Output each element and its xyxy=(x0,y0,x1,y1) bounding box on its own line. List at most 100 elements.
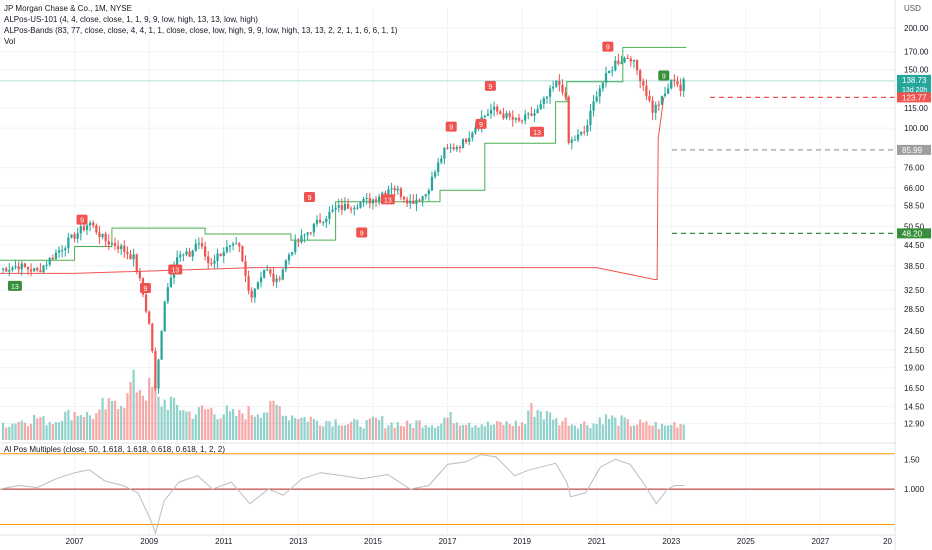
candle-body xyxy=(303,234,306,236)
volume-bar xyxy=(555,418,558,440)
volume-bar xyxy=(129,382,132,440)
volume-bar xyxy=(79,415,82,440)
y-tick-label: 28.50 xyxy=(904,305,925,314)
candle-body xyxy=(340,205,343,210)
x-tick-label: 2009 xyxy=(140,537,158,546)
candle-body xyxy=(412,200,415,204)
signal-badge-label: 13 xyxy=(384,197,392,204)
candle-body xyxy=(98,232,101,238)
candle-body xyxy=(200,243,204,247)
volume-bar xyxy=(374,417,378,440)
candle-body xyxy=(461,139,465,149)
volume-bar xyxy=(673,422,676,440)
volume-bar xyxy=(427,427,430,440)
volume-bar xyxy=(113,400,117,440)
volume-bar xyxy=(278,406,281,440)
candle-body xyxy=(570,139,573,143)
candle-body xyxy=(536,109,539,114)
volume-bar xyxy=(489,424,493,440)
signal-badges: 9 13 9 13 9 9 13 9 9 9 13 9 9 xyxy=(7,41,670,293)
volume-bar xyxy=(39,417,42,440)
candle-body xyxy=(297,241,300,243)
candle-body xyxy=(483,115,486,117)
volume-bar xyxy=(483,426,486,440)
candle-body xyxy=(378,196,381,202)
volume-bar xyxy=(284,415,288,440)
volume-bar xyxy=(465,424,468,440)
candle-body xyxy=(654,104,657,113)
volume-bar xyxy=(595,424,598,440)
volume-bar xyxy=(657,428,660,440)
candle-body xyxy=(651,100,654,113)
candle-body xyxy=(393,188,396,191)
candle-body xyxy=(64,248,67,251)
volume-bar xyxy=(182,410,185,440)
candle-body xyxy=(583,131,586,133)
candle-body xyxy=(511,116,514,120)
volume-bar xyxy=(371,416,375,440)
candle-body xyxy=(346,203,350,209)
candle-body xyxy=(561,84,564,93)
y-tick-label: 200.00 xyxy=(904,24,929,33)
volume-bar xyxy=(583,421,586,440)
candle-body xyxy=(275,278,278,283)
candle-body xyxy=(95,225,98,233)
volume-bar xyxy=(496,420,499,440)
candle-body xyxy=(51,257,54,260)
sub-y-tick-label: 1.50 xyxy=(904,455,920,464)
candle-body xyxy=(331,209,334,212)
y-tick-label: 24.50 xyxy=(904,327,925,336)
volume-bar xyxy=(266,412,269,440)
volume-bar xyxy=(443,417,446,440)
volume-bar xyxy=(626,419,629,440)
volume-bar xyxy=(8,426,11,440)
candle-body xyxy=(468,137,471,142)
candle-body xyxy=(555,80,558,87)
volume-bar xyxy=(527,410,530,440)
candle-body xyxy=(241,246,244,262)
candle-body xyxy=(440,158,443,163)
volume-bar xyxy=(437,425,440,440)
candle-body xyxy=(45,264,48,266)
candle-body xyxy=(337,205,340,208)
candle-body xyxy=(595,96,598,102)
volume-bar xyxy=(331,426,334,440)
volume-bar xyxy=(51,423,54,440)
volume-bar xyxy=(120,405,123,440)
candle-body xyxy=(247,276,250,291)
volume-bar xyxy=(564,417,567,440)
volume-bar xyxy=(250,415,253,440)
x-tick-label: 2021 xyxy=(588,537,606,546)
sub-line xyxy=(0,454,685,535)
volume-bar xyxy=(157,396,160,440)
signal-badge xyxy=(356,227,368,238)
candle-body xyxy=(120,245,123,249)
x-tick-label: 2013 xyxy=(289,537,307,546)
candle-body xyxy=(26,266,30,270)
volume-bar xyxy=(26,426,30,440)
volume-bar xyxy=(315,420,319,440)
currency-label: USD xyxy=(904,4,921,13)
x-tick-label: 2007 xyxy=(66,537,84,546)
candle-body xyxy=(250,290,253,298)
candle-body xyxy=(508,113,511,117)
volume-bar xyxy=(163,399,166,440)
chart-legend: JP Morgan Chase & Co., 1M, NYSE ALPos-US… xyxy=(4,3,398,47)
candle-body xyxy=(163,301,166,332)
volume-bar xyxy=(651,425,654,440)
candle-body xyxy=(604,73,608,83)
candle-body xyxy=(318,219,322,223)
candle-body xyxy=(79,226,82,234)
volume-bar xyxy=(216,419,219,440)
volume-bar xyxy=(353,418,356,440)
candle-body xyxy=(589,110,592,126)
volume-bar xyxy=(648,425,651,440)
volume-bar xyxy=(1,422,5,440)
volume-bar xyxy=(343,425,347,440)
volume-bar xyxy=(530,403,533,440)
x-tick-label: 20 xyxy=(883,537,892,546)
candle-body xyxy=(452,147,455,150)
volume-bar xyxy=(368,418,371,440)
candle-body xyxy=(673,79,676,82)
